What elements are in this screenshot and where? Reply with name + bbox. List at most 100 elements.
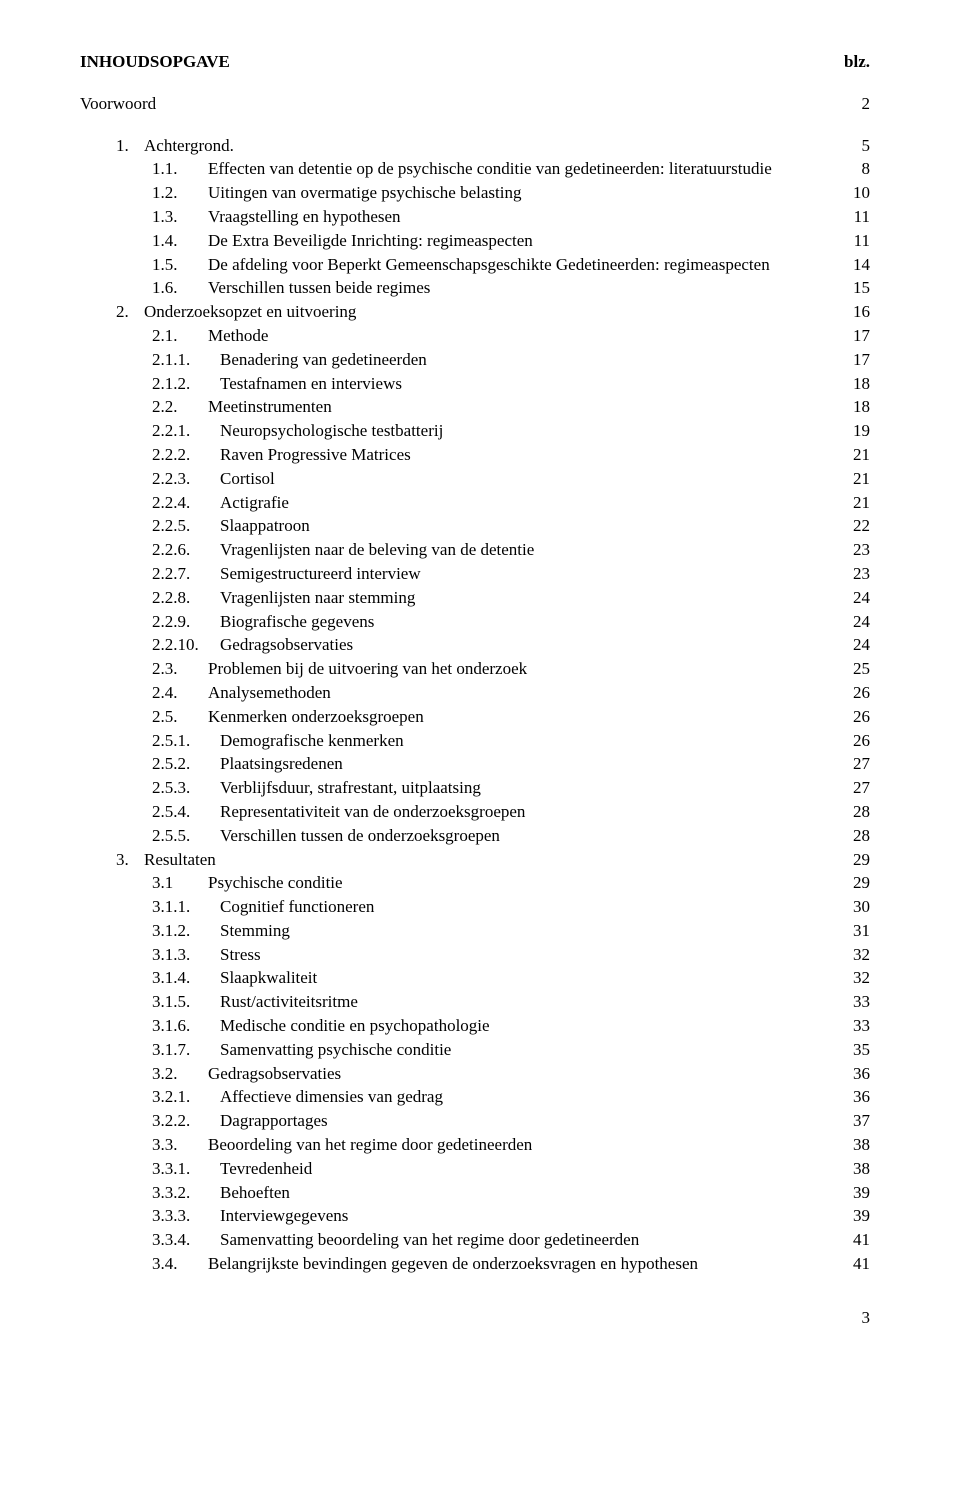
toc-entry-number: 3.1.1. xyxy=(152,895,220,919)
toc-entry-page: 23 xyxy=(842,538,870,562)
toc-entry-label: 2.1.1.Benadering van gedetineerden xyxy=(80,348,842,372)
toc-entry-page: 27 xyxy=(842,776,870,800)
toc-entry-text: Semigestructureerd interview xyxy=(220,564,421,583)
toc-entry-text: Actigrafie xyxy=(220,493,289,512)
toc-entry-page: 24 xyxy=(842,586,870,610)
toc-entry-number: 3.2.1. xyxy=(152,1085,220,1109)
toc-entry-page: 38 xyxy=(842,1157,870,1181)
toc-entry: 3.3.Beoordeling van het regime door gede… xyxy=(80,1133,870,1157)
toc-body: Voorwoord21.Achtergrond.51.1.Effecten va… xyxy=(80,92,870,1276)
toc-entry-number: 3.1.4. xyxy=(152,966,220,990)
toc-entry-text: Raven Progressive Matrices xyxy=(220,445,411,464)
toc-entry-number: 1.5. xyxy=(152,253,208,277)
toc-entry-text: Representativiteit van de onderzoeksgroe… xyxy=(220,802,525,821)
toc-entry-number: 1.2. xyxy=(152,181,208,205)
toc-entry-number: 2.5.5. xyxy=(152,824,220,848)
toc-entry: 2.2.7.Semigestructureerd interview23 xyxy=(80,562,870,586)
toc-entry-number: 2.2.4. xyxy=(152,491,220,515)
toc-entry-page: 33 xyxy=(842,990,870,1014)
toc-entry-label: 3.1.6.Medische conditie en psychopatholo… xyxy=(80,1014,842,1038)
toc-entry-text: Analysemethoden xyxy=(208,683,331,702)
toc-entry-label: 3.3.4.Samenvatting beoordeling van het r… xyxy=(80,1228,842,1252)
toc-entry: 2.4.Analysemethoden26 xyxy=(80,681,870,705)
toc-entry-text: Belangrijkste bevindingen gegeven de ond… xyxy=(208,1254,698,1273)
toc-entry-page: 19 xyxy=(842,419,870,443)
toc-entry-text: Stemming xyxy=(220,921,290,940)
toc-entry-text: De afdeling voor Beperkt Gemeenschapsges… xyxy=(208,255,770,274)
toc-entry-number: 2.2.2. xyxy=(152,443,220,467)
toc-entry-label: 2.Onderzoeksopzet en uitvoering xyxy=(80,300,842,324)
toc-entry: 3.4.Belangrijkste bevindingen gegeven de… xyxy=(80,1252,870,1276)
toc-entry: 1.6.Verschillen tussen beide regimes15 xyxy=(80,276,870,300)
toc-entry-page: 22 xyxy=(842,514,870,538)
page-footer-number: 3 xyxy=(80,1306,870,1330)
toc-entry-label: 2.4.Analysemethoden xyxy=(80,681,842,705)
toc-entry-label: 2.5.4.Representativiteit van de onderzoe… xyxy=(80,800,842,824)
toc-entry-number: 3.1.2. xyxy=(152,919,220,943)
toc-entry-number: 3.2.2. xyxy=(152,1109,220,1133)
toc-entry-number: 2.5. xyxy=(152,705,208,729)
toc-entry-text: Samenvatting beoordeling van het regime … xyxy=(220,1230,639,1249)
toc-entry-text: Dagrapportages xyxy=(220,1111,328,1130)
toc-entry: 2.2.6.Vragenlijsten naar de beleving van… xyxy=(80,538,870,562)
toc-entry-page: 36 xyxy=(842,1062,870,1086)
toc-entry-text: Gedragsobservaties xyxy=(220,635,353,654)
toc-entry-number: 3.3.2. xyxy=(152,1181,220,1205)
toc-entry-number: 2.2.10. xyxy=(152,633,220,657)
toc-entry-number: 2.2.3. xyxy=(152,467,220,491)
toc-entry: 2.2.4.Actigrafie21 xyxy=(80,491,870,515)
toc-entry: 3.2.2.Dagrapportages37 xyxy=(80,1109,870,1133)
toc-entry-label: 3.1.7.Samenvatting psychische conditie xyxy=(80,1038,842,1062)
toc-entry-label: 3.3.3.Interviewgegevens xyxy=(80,1204,842,1228)
toc-entry-label: 2.2.6.Vragenlijsten naar de beleving van… xyxy=(80,538,842,562)
toc-entry-number: 3.1.6. xyxy=(152,1014,220,1038)
toc-entry-label: 3.1Psychische conditie xyxy=(80,871,842,895)
toc-entry: 2.2.3.Cortisol21 xyxy=(80,467,870,491)
toc-entry-label: 2.2.8.Vragenlijsten naar stemming xyxy=(80,586,842,610)
toc-entry: 3.1.3.Stress32 xyxy=(80,943,870,967)
toc-entry-label: 3.1.4.Slaapkwaliteit xyxy=(80,966,842,990)
toc-entry-page: 21 xyxy=(842,467,870,491)
toc-entry-label: 2.2.7.Semigestructureerd interview xyxy=(80,562,842,586)
toc-entry-number: 1.1. xyxy=(152,157,208,181)
toc-entry-page: 17 xyxy=(842,324,870,348)
toc-entry-page: 33 xyxy=(842,1014,870,1038)
toc-entry-text: Interviewgegevens xyxy=(220,1206,348,1225)
toc-entry: 2.3.Problemen bij de uitvoering van het … xyxy=(80,657,870,681)
toc-entry: Voorwoord2 xyxy=(80,92,870,116)
toc-entry-text: Biografische gegevens xyxy=(220,612,374,631)
toc-entry-number: 3.3.4. xyxy=(152,1228,220,1252)
toc-entry: 3.1.7.Samenvatting psychische conditie35 xyxy=(80,1038,870,1062)
toc-entry: 2.2.2.Raven Progressive Matrices21 xyxy=(80,443,870,467)
toc-entry-text: Stress xyxy=(220,945,261,964)
toc-entry-page: 26 xyxy=(842,729,870,753)
toc-entry-label: 2.2.4.Actigrafie xyxy=(80,491,842,515)
toc-entry-label: 3.3.Beoordeling van het regime door gede… xyxy=(80,1133,842,1157)
toc-entry-label: 2.5.3.Verblijfsduur, strafrestant, uitpl… xyxy=(80,776,842,800)
toc-entry-text: Affectieve dimensies van gedrag xyxy=(220,1087,443,1106)
toc-entry-label: 3.1.3.Stress xyxy=(80,943,842,967)
toc-entry-page: 18 xyxy=(842,372,870,396)
toc-entry-number: 1.4. xyxy=(152,229,208,253)
toc-entry-page: 28 xyxy=(842,800,870,824)
toc-entry-label: 2.1.Methode xyxy=(80,324,842,348)
toc-entry-number: 2.5.3. xyxy=(152,776,220,800)
toc-entry-label: 3.4.Belangrijkste bevindingen gegeven de… xyxy=(80,1252,842,1276)
toc-entry-text: Meetinstrumenten xyxy=(208,397,332,416)
toc-entry-text: Methode xyxy=(208,326,268,345)
toc-entry-label: 2.2.1.Neuropsychologische testbatterij xyxy=(80,419,842,443)
toc-entry-number: 3.1.3. xyxy=(152,943,220,967)
toc-entry: 2.1.Methode17 xyxy=(80,324,870,348)
toc-entry: 3.1.2.Stemming31 xyxy=(80,919,870,943)
toc-entry-page: 41 xyxy=(842,1252,870,1276)
toc-entry-text: Kenmerken onderzoeksgroepen xyxy=(208,707,424,726)
toc-entry: 2.1.2.Testafnamen en interviews18 xyxy=(80,372,870,396)
toc-entry-page: 29 xyxy=(842,848,870,872)
toc-entry: 3.1.6.Medische conditie en psychopatholo… xyxy=(80,1014,870,1038)
toc-entry-number: 2.5.1. xyxy=(152,729,220,753)
toc-entry-number: 1.6. xyxy=(152,276,208,300)
toc-entry: 1.3.Vraagstelling en hypothesen11 xyxy=(80,205,870,229)
toc-entry-number: 2.2.1. xyxy=(152,419,220,443)
toc-entry-text: Demografische kenmerken xyxy=(220,731,404,750)
toc-entry-text: Achtergrond. xyxy=(144,136,234,155)
